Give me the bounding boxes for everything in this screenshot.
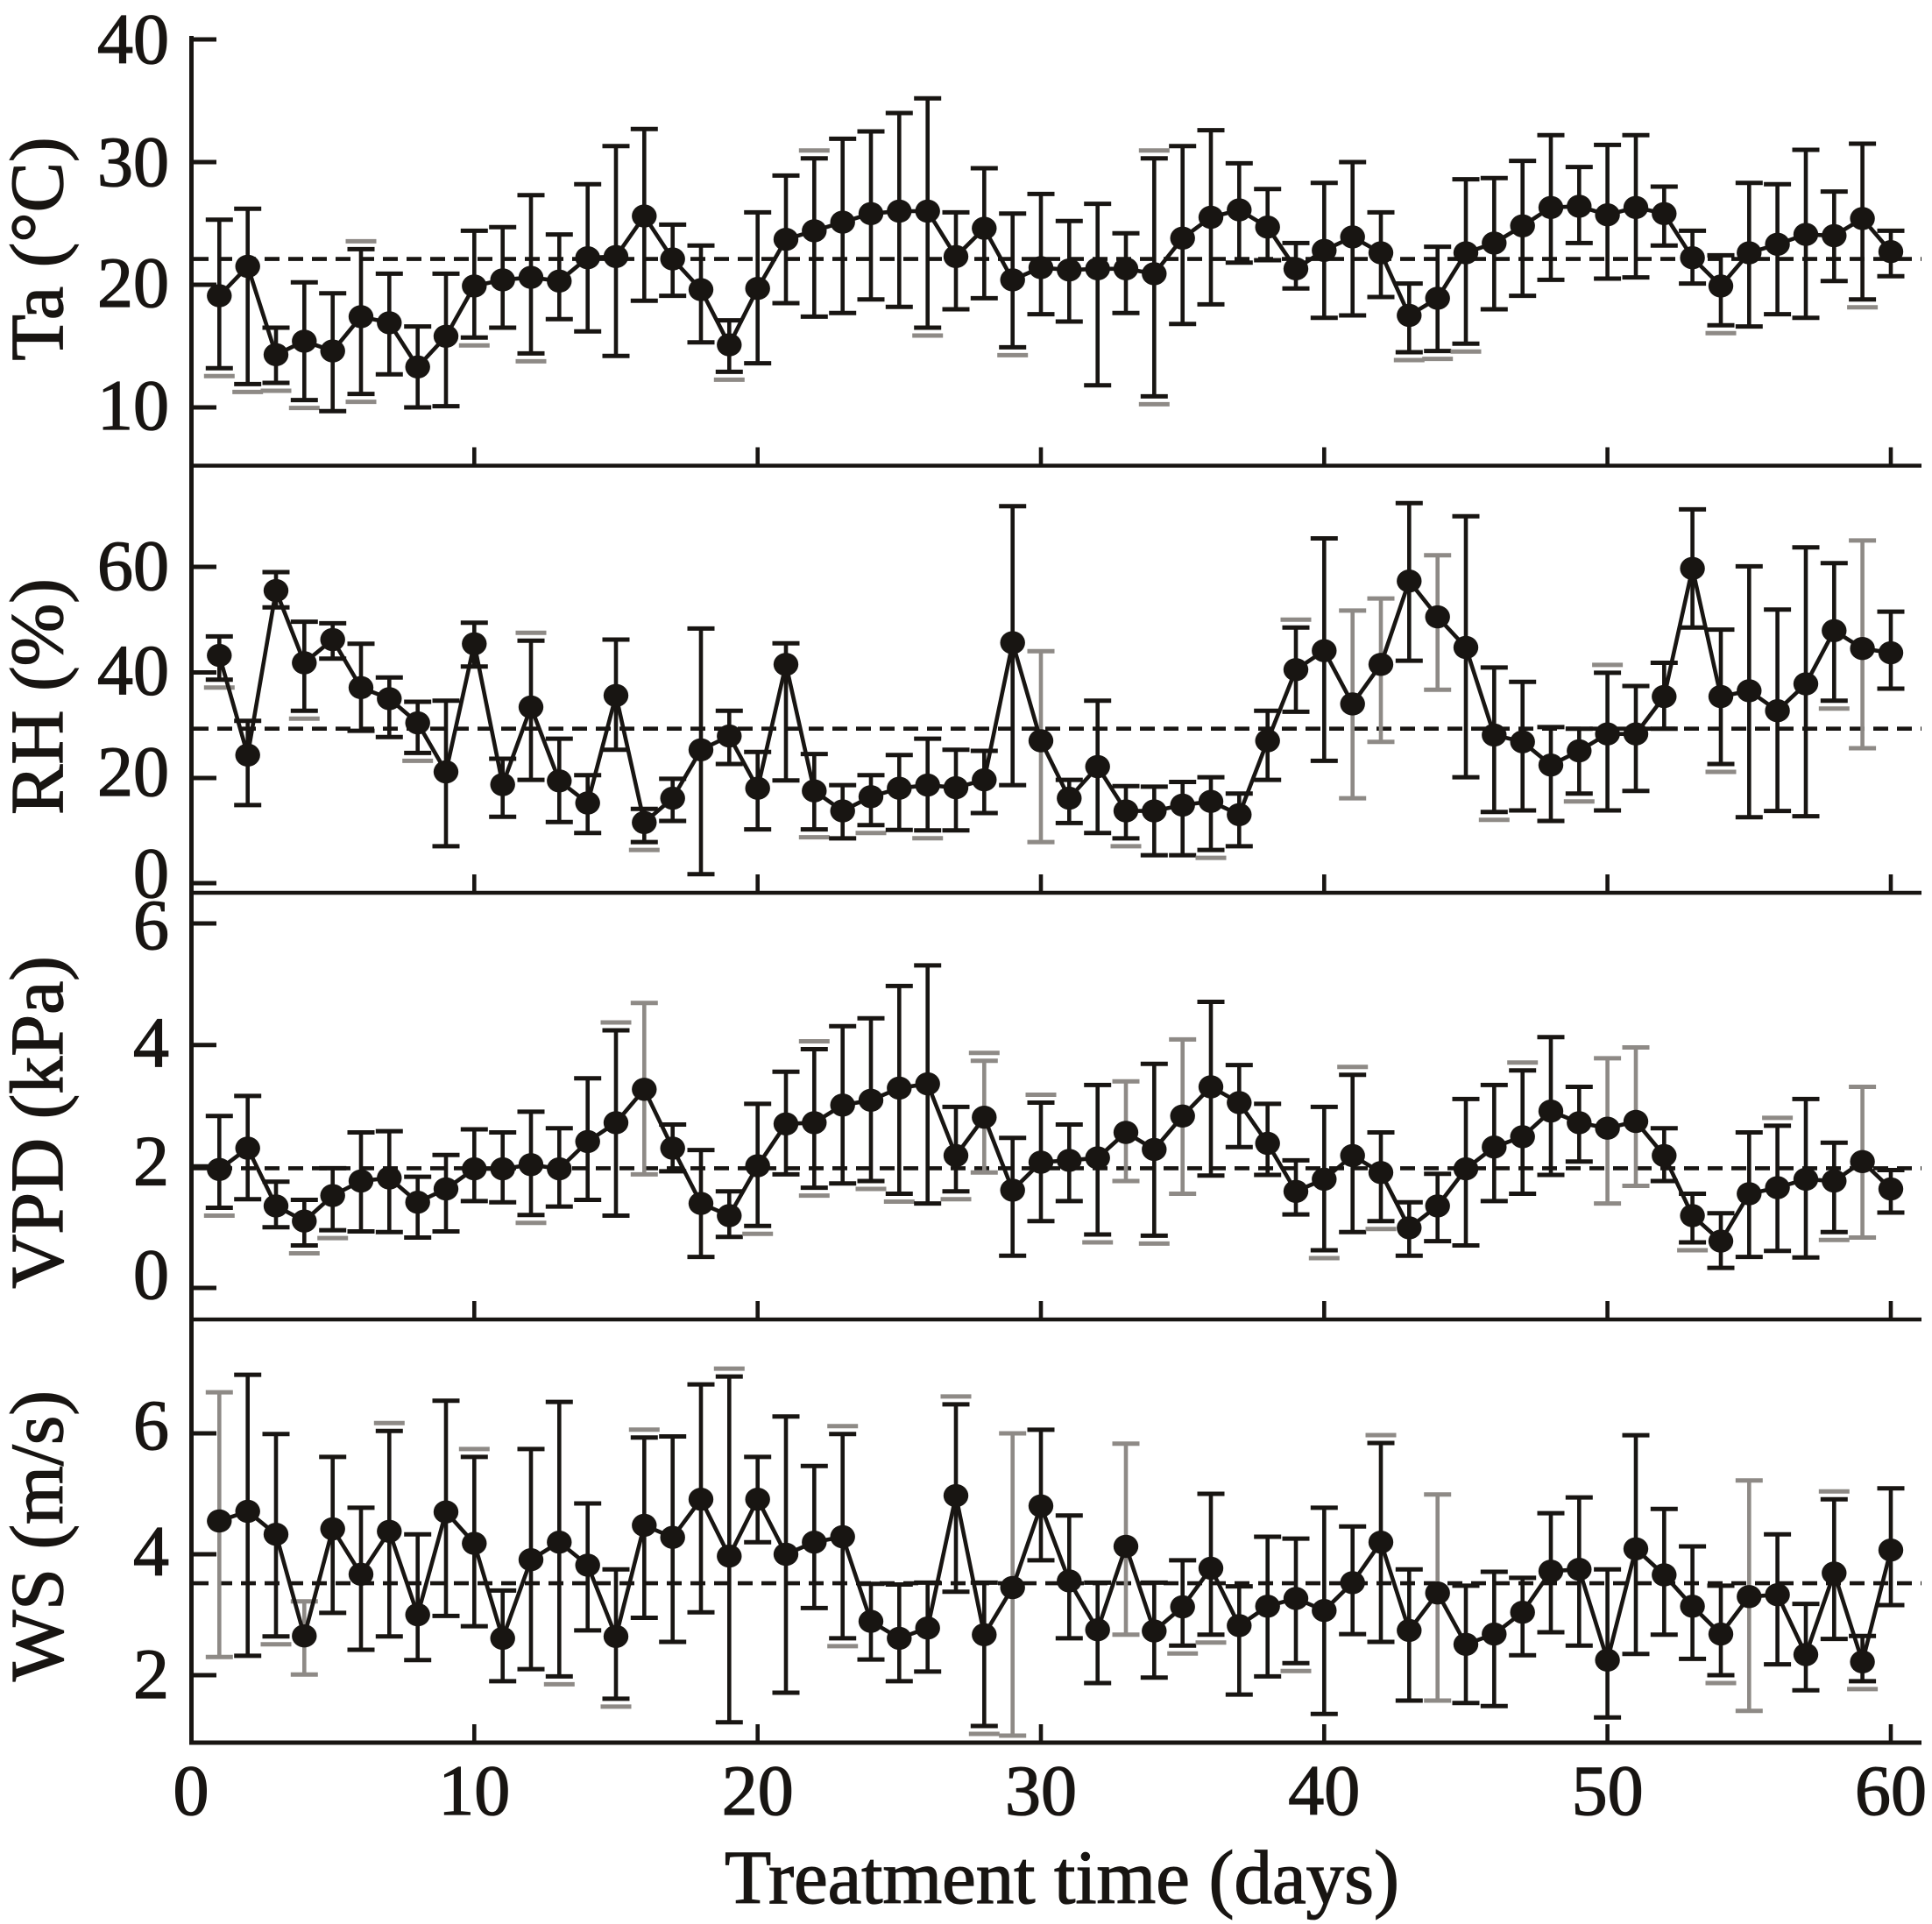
svg-text:50: 50 — [1572, 1751, 1644, 1830]
svg-text:0: 0 — [173, 1751, 209, 1830]
svg-text:WS (m/s): WS (m/s) — [0, 1390, 79, 1681]
svg-text:VPD (kPa): VPD (kPa) — [0, 956, 79, 1289]
svg-text:2: 2 — [133, 1634, 169, 1714]
svg-text:20: 20 — [97, 243, 169, 322]
svg-text:40: 40 — [97, 0, 169, 79]
svg-text:0: 0 — [133, 833, 169, 913]
svg-text:0: 0 — [133, 1234, 169, 1314]
svg-text:6: 6 — [133, 1385, 169, 1465]
svg-text:Ta (°C): Ta (°C) — [0, 137, 79, 360]
svg-text:6: 6 — [133, 885, 169, 965]
svg-text:20: 20 — [97, 732, 169, 811]
svg-text:10: 10 — [97, 365, 169, 445]
svg-text:4: 4 — [133, 1511, 169, 1591]
svg-text:60: 60 — [1855, 1751, 1927, 1830]
svg-text:40: 40 — [97, 631, 169, 711]
svg-text:30: 30 — [1005, 1751, 1077, 1830]
svg-text:40: 40 — [1288, 1751, 1360, 1830]
svg-text:60: 60 — [97, 526, 169, 605]
svg-text:4: 4 — [133, 1003, 169, 1083]
svg-text:20: 20 — [722, 1751, 794, 1830]
svg-text:RH (%): RH (%) — [0, 578, 79, 815]
svg-text:30: 30 — [97, 122, 169, 202]
svg-text:Treatment time (days): Treatment time (days) — [725, 1835, 1399, 1920]
svg-text:10: 10 — [438, 1751, 510, 1830]
svg-text:2: 2 — [133, 1121, 169, 1200]
